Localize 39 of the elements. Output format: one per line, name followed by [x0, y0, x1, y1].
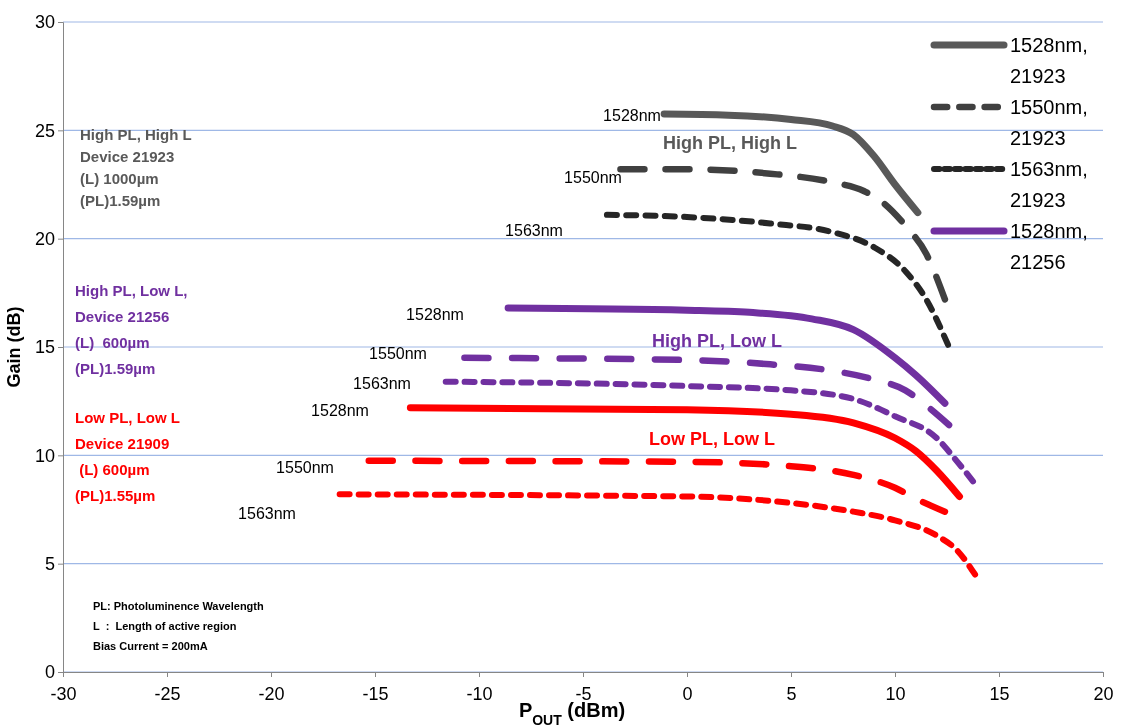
- annotation: 1550nm: [369, 344, 427, 362]
- y-tick-label: 15: [34, 337, 55, 358]
- y-tick-label: 20: [34, 228, 55, 249]
- x-axis-title: P$_{OUT}$ (dBm): [518, 699, 626, 725]
- annotation: 1528nm: [603, 106, 661, 124]
- y-tick-label: 30: [34, 12, 55, 33]
- annotation: Low PL, Low L Device 21909 (L) 600µm (PL)1.55µm: [75, 409, 180, 504]
- x-tick-label: 15: [989, 683, 1010, 704]
- x-tick-label: -10: [466, 683, 493, 704]
- x-tick-label: -15: [362, 683, 389, 704]
- y-axis-title: Gain (dB): [4, 306, 24, 388]
- annotation: 1550nm: [276, 458, 334, 476]
- x-tick-label: 5: [786, 683, 797, 704]
- x-tick-label: 0: [682, 683, 693, 704]
- annotation: Low PL, Low L: [649, 429, 775, 450]
- legend-label: 1528nm, 21923: [1010, 34, 1088, 87]
- annotation: High PL, High L: [663, 133, 797, 154]
- legend-label: 1528nm, 21256: [1010, 220, 1088, 273]
- annotation: 1563nm: [353, 374, 411, 392]
- x-tick-label: 20: [1093, 683, 1114, 704]
- y-tick-label: 5: [44, 553, 55, 574]
- annotation: High PL, Low L, Device 21256 (L) 600µm (PL)1.59µm: [75, 282, 188, 377]
- x-tick-label: 10: [885, 683, 906, 704]
- annotation: 1528nm: [406, 305, 464, 323]
- y-tick-label: 0: [44, 662, 55, 683]
- annotation: 1528nm: [311, 401, 369, 419]
- x-tick-label: -30: [50, 683, 77, 704]
- legend-label: 1563nm, 21923: [1010, 158, 1088, 211]
- y-tick-label: 10: [34, 445, 55, 466]
- annotation: 1563nm: [238, 504, 296, 522]
- annotation: High PL, Low L: [652, 331, 782, 352]
- legend-label: 1550nm, 21923: [1010, 96, 1088, 149]
- annotation: 1563nm: [505, 221, 563, 239]
- annotation: High PL, High L Device 21923 (L) 1000µm (PL)1.59µm: [80, 126, 192, 209]
- x-tick-label: -20: [258, 683, 285, 704]
- annotation: PL: Photoluminence Wavelength L : Length of active region Bias Current = 200mA: [93, 600, 264, 652]
- annotation: 1550nm: [564, 168, 622, 186]
- x-tick-label: -25: [154, 683, 181, 704]
- y-tick-label: 25: [34, 120, 55, 141]
